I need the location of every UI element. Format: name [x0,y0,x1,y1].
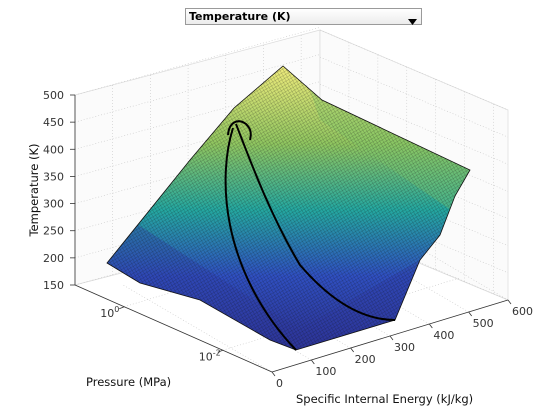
x-tick-labels: 0 100 200 300 400 500 600 [271,299,533,390]
x-tick-label: 500 [473,317,494,330]
x-tick-label: 200 [355,353,376,366]
y-tick-label: 10-2 [199,348,221,363]
z-tick-label: 250 [43,225,64,238]
y-tick-mark [217,349,223,353]
z-tick-label: 150 [43,279,64,292]
y-tick-label: 100 [100,305,119,320]
dropdown-selected-label: Temperature (K) [189,10,291,23]
y-axis-label: Pressure (MPa) [86,375,171,389]
x-axis-label: Specific Internal Energy (kJ/kg) [296,392,473,406]
z-tick-label: 200 [43,252,64,265]
chevron-down-icon [408,15,417,28]
x-tick-label: 100 [315,365,336,378]
y-axis-line [74,284,273,373]
z-tick-labels: 150 200 250 300 350 400 450 500 [43,89,75,292]
x-tick-mark [271,371,276,377]
z-tick-label: 450 [43,116,64,129]
z-tick-label: 400 [43,143,64,156]
x-tick-mark [429,323,433,329]
surface-outline [106,65,471,351]
dome-cap [227,120,252,141]
z-tick-label: 350 [43,170,64,183]
z-tick-label: 500 [43,89,64,102]
x-tick-label: 0 [276,377,283,390]
x-tick-mark [389,335,394,341]
x-tick-mark [311,359,315,365]
x-tick-mark [350,347,354,353]
x-tick-label: 300 [394,341,415,354]
z-tick-label: 300 [43,198,64,211]
property-dropdown[interactable]: Temperature (K) [185,8,422,25]
z-axis-label: Temperature (K) [27,143,41,237]
y-tick-mark [119,306,125,310]
saturation-dome-liquid [224,127,297,351]
x-tick-label: 600 [512,305,533,318]
x-tick-label: 400 [433,329,454,342]
saturation-dome-vapor [235,123,396,321]
x-tick-mark [507,299,512,305]
x-tick-mark [468,311,472,317]
